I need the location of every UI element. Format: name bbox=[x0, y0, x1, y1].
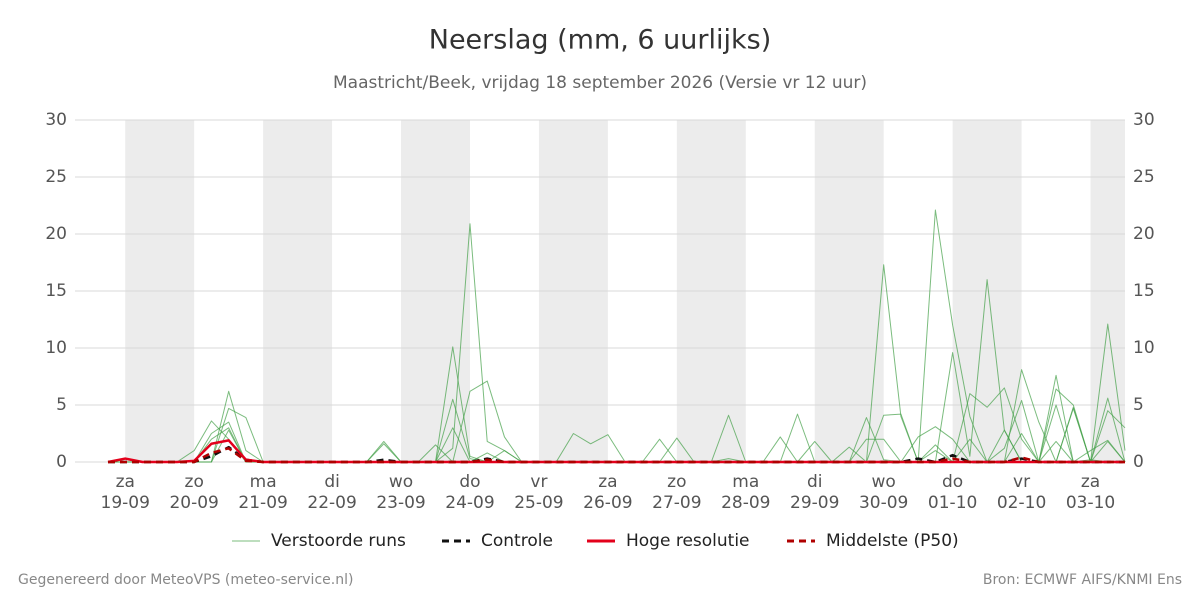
legend-label: Verstoorde runs bbox=[271, 531, 406, 551]
y2-tick-label: 15 bbox=[1133, 281, 1155, 301]
x-tick-day: vr bbox=[1013, 472, 1030, 492]
x-tick-day: zo bbox=[667, 472, 686, 492]
x-tick-day: do bbox=[459, 472, 480, 492]
y-tick-label: 30 bbox=[45, 110, 67, 130]
x-tick-day: di bbox=[807, 472, 823, 492]
x-tick-day: do bbox=[942, 472, 963, 492]
x-tick-date: 03-10 bbox=[1066, 493, 1115, 513]
y-tick-label: 5 bbox=[56, 395, 67, 415]
x-tick-day: za bbox=[598, 472, 617, 492]
y2-tick-label: 30 bbox=[1133, 110, 1155, 130]
x-tick-day: wo bbox=[872, 472, 896, 492]
footer-right: Bron: ECMWF AIFS/KNMI Ens bbox=[983, 572, 1182, 588]
x-tick-date: 29-09 bbox=[790, 493, 839, 513]
legend-label: Hoge resolutie bbox=[626, 531, 750, 551]
x-tick-date: 26-09 bbox=[583, 493, 632, 513]
y2-tick-label: 10 bbox=[1133, 338, 1155, 358]
series-line bbox=[108, 447, 1125, 464]
x-tick-date: 02-10 bbox=[997, 493, 1046, 513]
footer-left: Gegenereerd door MeteoVPS (meteo-service… bbox=[18, 572, 353, 588]
x-tick-date: 22-09 bbox=[307, 493, 356, 513]
y2-tick-label: 25 bbox=[1133, 167, 1155, 187]
series-line bbox=[107, 439, 1125, 464]
x-tick-day: zo bbox=[185, 472, 204, 492]
y2-tick-label: 5 bbox=[1133, 395, 1144, 415]
y-tick-label: 10 bbox=[45, 338, 67, 358]
x-tick-day: ma bbox=[250, 472, 277, 492]
y2-tick-label: 20 bbox=[1133, 224, 1155, 244]
x-tick-day: wo bbox=[389, 472, 413, 492]
x-tick-date: 19-09 bbox=[101, 493, 150, 513]
x-tick-date: 27-09 bbox=[652, 493, 701, 513]
x-tick-date: 21-09 bbox=[238, 493, 287, 513]
x-tick-date: 24-09 bbox=[445, 493, 494, 513]
x-tick-date: 25-09 bbox=[514, 493, 563, 513]
x-tick-day: za bbox=[116, 472, 135, 492]
x-tick-date: 01-10 bbox=[928, 493, 977, 513]
x-tick-date: 28-09 bbox=[721, 493, 770, 513]
y-tick-label: 25 bbox=[45, 167, 67, 187]
y-tick-label: 20 bbox=[45, 224, 67, 244]
chart-title: Neerslag (mm, 6 uurlijks) bbox=[429, 25, 771, 56]
x-tick-day: vr bbox=[530, 472, 547, 492]
x-tick-day: ma bbox=[732, 472, 759, 492]
x-tick-day: za bbox=[1081, 472, 1100, 492]
x-tick-date: 20-09 bbox=[169, 493, 218, 513]
x-tick-date: 23-09 bbox=[376, 493, 425, 513]
y-tick-label: 0 bbox=[56, 452, 67, 472]
x-tick-date: 30-09 bbox=[859, 493, 908, 513]
y2-tick-label: 0 bbox=[1133, 452, 1144, 472]
legend-label: Middelste (P50) bbox=[826, 531, 959, 551]
x-tick-day: di bbox=[324, 472, 340, 492]
legend-label: Controle bbox=[481, 531, 553, 551]
chart-subtitle: Maastricht/Beek, vrijdag 18 september 20… bbox=[333, 73, 867, 93]
y-tick-label: 15 bbox=[45, 281, 67, 301]
